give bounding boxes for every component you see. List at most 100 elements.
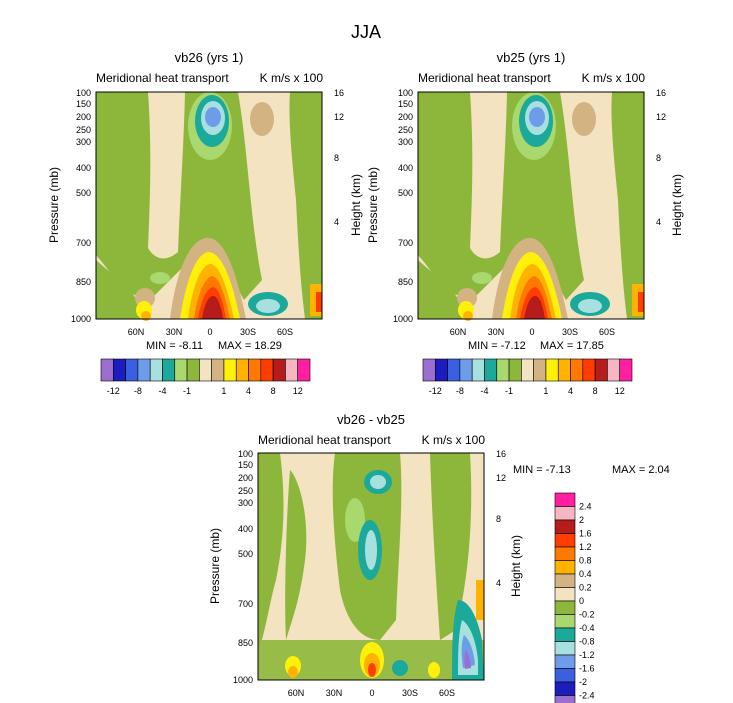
- panel-diff-ytick-label: 300: [238, 498, 253, 508]
- panel-vb25-colorbar-swatch: [521, 358, 534, 382]
- panel-vb26-plot-area: [95, 91, 323, 321]
- panel-diff-colorbar-swatch: [554, 614, 576, 629]
- panel-vb26-colorbar-swatch: [149, 358, 163, 382]
- panel-vb25-colorbar-swatch: [422, 358, 436, 382]
- panel-vb26-subtitle-right: K m/s x 100: [260, 71, 324, 85]
- panel-vb26-axes: 100 150 200 250 300 400 500 700 850 1000…: [71, 88, 344, 337]
- panel-diff-xtick-label: 30N: [326, 688, 343, 698]
- panel-diff-ytick-right-label: 8: [496, 514, 501, 524]
- panel-diff-plot-area: [257, 452, 485, 681]
- panel-vb26-colorbar-label: -4: [158, 386, 166, 396]
- panel-diff-colorbar-label: -2.4: [579, 691, 595, 701]
- panel-diff-colorbar-swatch: [554, 560, 576, 575]
- panel-vb25-axes: 100 150 200 250 300 400 500 700 850 1000…: [393, 88, 666, 337]
- panel-vb26-ytick-label: 200: [76, 112, 91, 122]
- panel-vb26-colorbar-label: 1: [221, 386, 226, 396]
- panel-diff-xtick-label: 60N: [288, 688, 305, 698]
- panel-vb26-ytick-label: 150: [76, 99, 91, 109]
- panel-vb26-max-label: MAX = 18.29: [218, 340, 282, 352]
- panel-vb25-ytick-right-label: 4: [656, 217, 661, 227]
- panel-vb25-subtitle-left: Meridional heat transport: [418, 71, 551, 85]
- panel-vb26-colorbar-swatch: [199, 358, 212, 382]
- panel-vb26-colorbar-swatch: [162, 358, 176, 382]
- panel-vb25-ytick-label: 300: [398, 137, 413, 147]
- panel-vb26-colorbar-label: -8: [134, 386, 142, 396]
- panel-diff-red-center: [368, 663, 376, 677]
- panel-vb25-ytick-label: 150: [398, 99, 413, 109]
- panel-vb26-ytick-label: 850: [76, 277, 91, 287]
- panel-vb25-colorbar-swatch: [447, 358, 461, 382]
- panel-diff-ytick-right-label: 12: [496, 473, 506, 483]
- panel-difference: vb26 - vb25 Meridional heat transport K …: [208, 412, 670, 703]
- panel-vb26-colorbar-swatch: [285, 358, 299, 382]
- panel-vb25-tan-upper: [572, 102, 596, 136]
- panel-diff-cold-edge-purple: [464, 650, 471, 669]
- panel-diff-colorbar-label: -0.8: [579, 637, 595, 647]
- panel-diff-xtick-label: 0: [369, 688, 374, 698]
- panel-vb25-colorbar-label: 4: [568, 386, 573, 396]
- panel-diff-teal-bottom: [392, 660, 408, 676]
- panel-vb25-ytick-label: 500: [398, 188, 413, 198]
- panel-vb26-colorbar-swatch: [235, 358, 249, 382]
- panel-vb26-xtick-label: 30N: [166, 327, 183, 337]
- panel-diff-colorbar-swatch: [554, 533, 576, 548]
- panel-diff-green-right: [430, 453, 472, 640]
- panel-vb25-ylabel-right: Height (km): [670, 174, 684, 236]
- panel-diff-ytick-label: 400: [238, 524, 253, 534]
- panel-vb25-ytick-label: 250: [398, 125, 413, 135]
- panel-vb26-colorbar-swatch: [297, 358, 311, 382]
- panel-vb25: vb25 (yrs 1) Meridional heat transport K…: [366, 50, 684, 396]
- panel-vb25-colorbar-swatch: [619, 358, 633, 382]
- panel-vb25-max-label: MAX = 17.85: [540, 340, 604, 352]
- panel-vb26-colorbar-swatch: [125, 358, 139, 382]
- panel-vb25-blue-upper: [529, 107, 545, 127]
- panel-vb25-xtick-label: 30N: [488, 327, 505, 337]
- panel-vb25-colorbar-swatch: [508, 358, 522, 382]
- panel-vb26-colorbar-swatch: [211, 358, 225, 382]
- panel-vb25-colorbar-swatch: [570, 358, 584, 382]
- panel-vb26-title: vb26 (yrs 1): [175, 50, 244, 65]
- panel-diff-colorbar-swatch: [554, 627, 576, 642]
- panel-diff-colorbar-label: -2: [579, 677, 587, 687]
- panel-vb25-ytick-label: 200: [398, 112, 413, 122]
- panel-vb25-xtick-label: 30S: [562, 327, 578, 337]
- panel-vb26-blue-upper: [205, 107, 221, 127]
- panel-vb25-ytick-right-label: 8: [656, 153, 661, 163]
- panel-vb26-colorbar-swatch: [223, 358, 237, 382]
- panel-vb26-ytick-label: 250: [76, 125, 91, 135]
- panel-vb26-ylabel: Pressure (mb): [47, 167, 61, 243]
- panel-diff-colorbar-label: 1.6: [579, 529, 592, 539]
- panel-vb25-colorbar-label: 8: [593, 386, 598, 396]
- panel-diff-colorbar-swatch: [554, 681, 576, 696]
- panel-diff-subtitle-right: K m/s x 100: [422, 433, 486, 447]
- panel-diff-colorbar-swatch: [554, 506, 576, 521]
- panel-vb26-ytick-label: 300: [76, 137, 91, 147]
- panel-vb26-ytick-label: 100: [76, 88, 91, 98]
- panel-vb25-plot-area: [417, 91, 645, 321]
- panel-vb26-colorbar-swatch: [186, 358, 200, 382]
- panel-vb26-colorbar-label: -1: [183, 386, 191, 396]
- panel-vb26-colorbar-swatch: [260, 358, 274, 382]
- panel-diff-cyan-patch: [365, 530, 377, 570]
- panel-vb25-colorbar-swatch: [594, 358, 608, 382]
- panel-diff-green-left2: [285, 470, 307, 640]
- panel-diff-colorbar-swatch: [554, 600, 576, 615]
- panel-diff-colorbar-label: 0.8: [579, 556, 592, 566]
- panel-vb26-xtick-label: 0: [207, 327, 212, 337]
- panel-vb25-ytick-label: 100: [398, 88, 413, 98]
- panel-vb25-colorbar-swatch: [533, 358, 547, 382]
- panel-diff-colorbar-label: 0.4: [579, 569, 592, 579]
- panel-vb25-cyan-low: [578, 299, 602, 313]
- panel-vb26-cyan-low: [256, 299, 280, 313]
- panel-diff-ylabel-right: Height (km): [509, 535, 523, 597]
- panel-diff-cyan-upper: [370, 475, 386, 489]
- panel-diff-ytick-right-label: 16: [496, 449, 506, 459]
- panel-diff-ytick-right-label: 4: [496, 578, 501, 588]
- panel-vb26-red-right-edge: [316, 292, 322, 312]
- panel-vb26-xtick-label: 60N: [128, 327, 145, 337]
- panel-vb26-min-label: MIN = -8.11: [146, 340, 203, 352]
- panel-vb25-colorbar-swatch: [434, 358, 448, 382]
- figure-title: JJA: [351, 22, 381, 42]
- panel-diff-colorbar-swatch: [554, 654, 576, 669]
- panel-diff-ytick-label: 700: [238, 599, 253, 609]
